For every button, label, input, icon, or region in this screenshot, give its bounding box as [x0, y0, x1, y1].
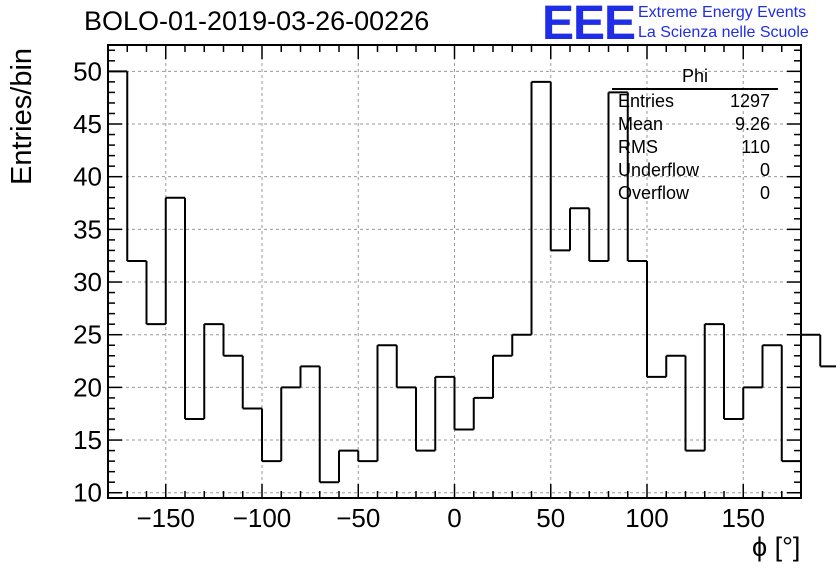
stats-title: Phi	[612, 66, 778, 90]
stat-row-mean: Mean 9.26	[612, 113, 778, 136]
y-tick-label: 45	[73, 109, 102, 139]
x-tick-label: −100	[233, 503, 292, 533]
stats-box: Phi Entries 1297 Mean 9.26 RMS 110 Under…	[612, 66, 778, 205]
stat-row-entries: Entries 1297	[612, 90, 778, 113]
x-tick-label: −50	[336, 503, 380, 533]
stat-label: Overflow	[618, 183, 689, 204]
y-tick-label: 20	[73, 372, 102, 402]
y-tick-label: 50	[73, 56, 102, 86]
stat-label: Entries	[618, 91, 674, 112]
x-tick-label: −150	[136, 503, 195, 533]
x-tick-label: 0	[447, 503, 461, 533]
y-tick-label: 30	[73, 267, 102, 297]
x-tick-label: 50	[536, 503, 565, 533]
stat-label: Mean	[618, 114, 663, 135]
stat-value: 110	[741, 137, 770, 158]
stat-value: 9.26	[735, 114, 770, 135]
x-tick-label: 100	[625, 503, 668, 533]
chart-title: BOLO-01-2019-03-26-00226	[84, 6, 429, 37]
y-tick-label: 10	[73, 478, 102, 508]
y-tick-label: 35	[73, 214, 102, 244]
x-axis-label: ϕ [°]	[752, 532, 800, 563]
stat-row-overflow: Overflow 0	[612, 182, 778, 205]
stat-value: 1297	[730, 91, 770, 112]
stat-row-rms: RMS 110	[612, 136, 778, 159]
stat-label: RMS	[618, 137, 658, 158]
stat-label: Underflow	[618, 160, 699, 181]
y-axis-label: Entries/bin	[6, 48, 39, 185]
y-tick-label: 15	[73, 425, 102, 455]
y-tick-label: 25	[73, 320, 102, 350]
stat-row-underflow: Underflow 0	[612, 159, 778, 182]
stat-value: 0	[760, 183, 770, 204]
eee-logo-line1: Extreme Energy Events	[638, 4, 806, 22]
eee-logo-line2: La Scienza nelle Scuole	[638, 24, 809, 42]
x-tick-label: 150	[722, 503, 765, 533]
eee-logo: EEE	[542, 0, 635, 51]
stat-value: 0	[760, 160, 770, 181]
y-tick-label: 40	[73, 162, 102, 192]
